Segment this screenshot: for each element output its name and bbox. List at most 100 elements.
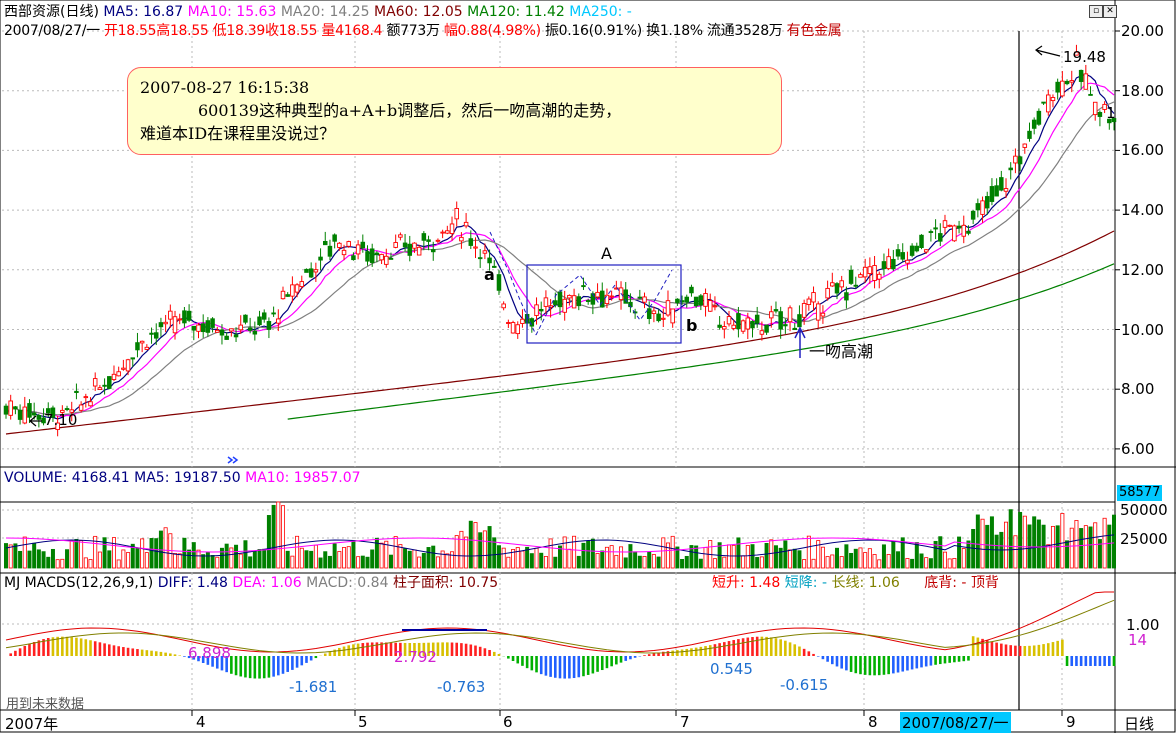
price-tick-label: 18.00 [1121, 81, 1164, 100]
volume-bar [79, 540, 84, 569]
candle-body [398, 234, 403, 238]
candle-body [388, 257, 394, 260]
volume-bar [468, 520, 473, 569]
candle-body [604, 294, 610, 305]
volume-bar [750, 544, 755, 569]
label-a: a [484, 265, 495, 284]
candle-body [501, 303, 506, 309]
volume-bar [431, 545, 436, 569]
volume-bar [1093, 522, 1098, 569]
candle-body [970, 210, 976, 220]
volume-bar [1008, 509, 1013, 569]
candle-body [83, 396, 89, 399]
pattern-box [526, 264, 682, 344]
volume-header: VOLUME: 4168.41 MA5: 19187.50 MA10: 1985… [4, 470, 361, 486]
volume-bar [18, 550, 23, 569]
volume-bar [257, 549, 262, 569]
volume-bar [83, 557, 88, 569]
quote-high: 高18.55 [156, 23, 209, 39]
volume-bar [844, 544, 849, 569]
volume-bar [985, 524, 990, 569]
note-line-2: 难道本ID在课程里没说过？ [140, 124, 336, 143]
volume-bar [600, 550, 605, 569]
candle-body [862, 266, 868, 278]
volume-bar [177, 553, 182, 569]
candle-body [585, 300, 591, 302]
volume-bar [1022, 515, 1027, 569]
quote-close: 收18.55 [264, 23, 318, 39]
volume-bar [975, 514, 980, 569]
volume-bar [41, 551, 46, 569]
candle-body [384, 255, 389, 265]
volume-bar [32, 542, 37, 569]
candle-body [764, 324, 769, 333]
volume-bar [961, 548, 966, 569]
volume-bar [989, 516, 994, 569]
candle-body [205, 320, 211, 333]
candle-body [905, 259, 910, 264]
volume-bar [224, 543, 229, 569]
comment-note: 2007-08-27 16:15:38 600139这种典型的a+A+b调整后，… [127, 67, 782, 155]
candle-body [337, 242, 342, 248]
time-axis-sep: 9 [1066, 713, 1076, 731]
volume-bar [553, 556, 558, 569]
candle-body [360, 241, 366, 249]
close-icon[interactable]: ✕ [1103, 5, 1117, 18]
volume-ma5-line [5, 534, 1115, 557]
ma5-value: MA5: 16.87 [103, 4, 184, 20]
quote-sector[interactable]: 有色金属 [786, 23, 842, 39]
volume-bar [60, 558, 65, 569]
candle-body [783, 324, 788, 327]
quote-date: 2007/08/27/一 [4, 23, 100, 39]
volume-bar [276, 501, 281, 569]
volume-bar [773, 545, 778, 569]
period-selector[interactable]: 日线 [1124, 715, 1155, 733]
candle-body [510, 322, 516, 334]
volume-bar [74, 538, 79, 569]
candle-body [74, 390, 79, 393]
volume-bar [558, 545, 563, 569]
volume-bar [745, 545, 750, 569]
candle-body [1111, 118, 1117, 123]
candle-body [656, 313, 661, 322]
volume-bar [173, 553, 178, 569]
candle-body [416, 246, 422, 256]
volume-bar [506, 556, 511, 569]
candle-body [1050, 97, 1056, 102]
candle-body [581, 285, 586, 288]
candle-body [271, 312, 276, 315]
volume-bars [4, 501, 1117, 569]
candle-body [492, 265, 497, 268]
candle-body [1078, 69, 1084, 82]
candle-body [97, 387, 103, 390]
macd-value-6: -0.615 [780, 676, 829, 694]
candle-body [158, 322, 164, 328]
candle-body [989, 186, 995, 202]
candle-body [848, 269, 854, 284]
candle-body [787, 307, 793, 323]
candle-body [299, 281, 305, 288]
candle-body [229, 328, 234, 332]
volume-bar [1097, 539, 1102, 569]
minimize-icon[interactable]: ▫ [1089, 5, 1103, 18]
candle-body [543, 297, 549, 307]
volume-bar [515, 547, 520, 569]
candle-body [520, 318, 525, 324]
volume-bar [562, 536, 567, 569]
volume-bar [942, 551, 947, 569]
candle-body [27, 403, 32, 418]
candle-body [60, 409, 65, 413]
volume-bar [759, 556, 764, 569]
candle-body [1022, 143, 1028, 148]
volume-bar [318, 557, 323, 569]
candle-body [473, 246, 478, 249]
volume-bar [511, 549, 516, 569]
candle-body [153, 332, 159, 339]
candle-body [215, 329, 220, 333]
volume-bar [412, 549, 417, 569]
volume-bar [849, 552, 854, 569]
volume-bar [792, 548, 797, 569]
volume-bar [910, 558, 915, 569]
